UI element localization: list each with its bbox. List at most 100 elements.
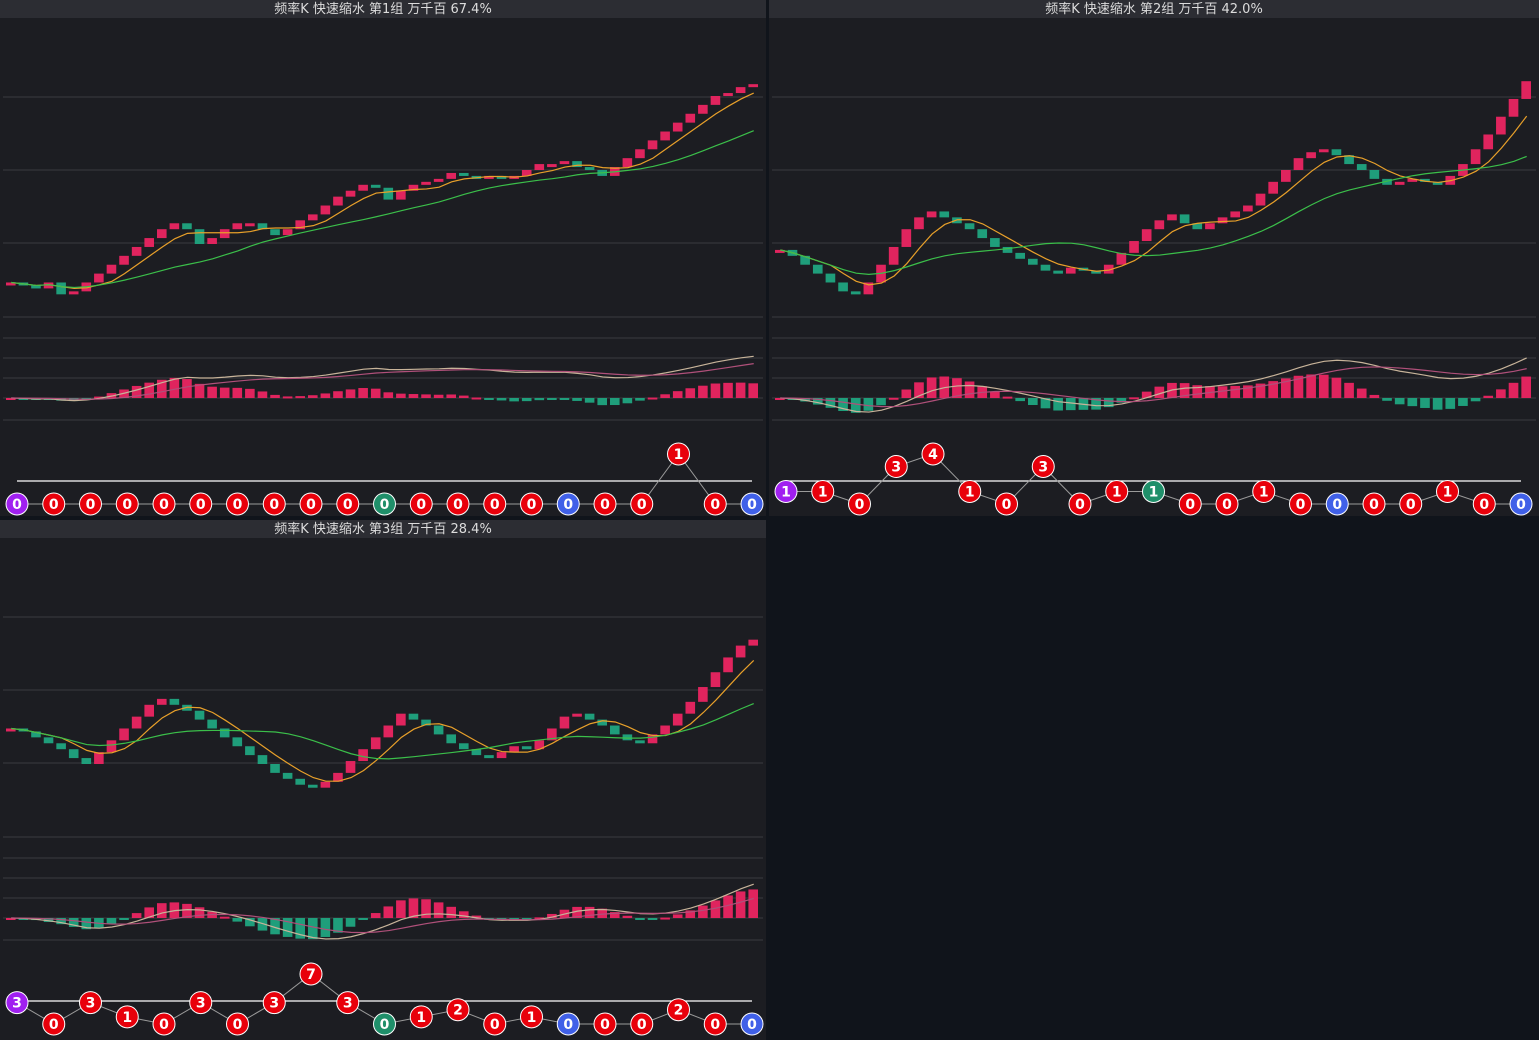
count-marker (740, 492, 764, 516)
candle (496, 752, 507, 759)
macd-bar (383, 906, 394, 918)
macd-bar (1496, 389, 1506, 398)
macd-bar (446, 394, 456, 398)
candle (169, 698, 180, 705)
candle (672, 122, 683, 132)
count-label: 1 (1112, 485, 1122, 501)
candle (68, 749, 79, 759)
macd-bar (1091, 398, 1101, 410)
candle (1116, 252, 1127, 265)
candle (1255, 193, 1266, 206)
candle (1091, 270, 1101, 274)
candle (358, 184, 368, 191)
macd-bar (459, 911, 469, 918)
macd-bar (748, 889, 758, 918)
macd-bar (270, 394, 280, 398)
candle (68, 291, 79, 295)
candle (194, 229, 205, 244)
candle (597, 719, 607, 726)
count-label: 0 (1075, 497, 1085, 513)
count-marker (336, 991, 360, 1015)
count-label: 0 (416, 497, 426, 513)
count-label: 0 (159, 1017, 169, 1033)
candle (308, 784, 318, 788)
title-bar (0, 0, 766, 18)
macd-bar (408, 898, 419, 918)
macd-bar (282, 396, 293, 399)
macd-bar (433, 902, 444, 918)
candle (1369, 170, 1380, 179)
count-label: 3 (343, 996, 353, 1012)
count-label: 1 (416, 1010, 426, 1026)
candle (207, 238, 217, 244)
macd-bar (219, 916, 230, 919)
count-label: 2 (453, 1003, 463, 1019)
candle (345, 761, 356, 773)
count-marker (262, 991, 286, 1015)
candle (685, 113, 696, 123)
macd-bar (106, 918, 117, 924)
candle (723, 657, 733, 673)
candle (345, 190, 356, 197)
macd-bar (1331, 377, 1342, 398)
count-label: 0 (600, 497, 610, 513)
count-label: 1 (781, 485, 791, 501)
candle (433, 178, 444, 182)
macd-bar (6, 918, 16, 920)
panel (0, 520, 766, 1040)
macd-bar (964, 381, 975, 398)
macd-dif (780, 357, 1527, 413)
candle (383, 187, 394, 200)
candle (119, 728, 129, 741)
candle (43, 737, 54, 744)
macd-bar (1154, 386, 1165, 398)
candle (748, 84, 758, 88)
candle (106, 740, 117, 753)
count-marker (1215, 492, 1239, 516)
macd-bar (18, 918, 29, 920)
macd-dea (11, 897, 754, 934)
macd-bar (308, 918, 318, 940)
macd-dea (11, 363, 754, 400)
macd-bar (521, 918, 532, 920)
candle (232, 223, 243, 230)
candle (459, 743, 469, 750)
count-marker (483, 492, 507, 516)
macd-bar (396, 393, 406, 398)
count-label: 1 (122, 1010, 132, 1026)
count-marker (556, 1012, 580, 1036)
ma-long (780, 155, 1527, 275)
candle (182, 223, 192, 230)
candle (257, 223, 268, 230)
candle (1243, 205, 1253, 212)
macd-bar (1103, 398, 1114, 408)
macd-bar (685, 910, 696, 918)
candle (270, 764, 280, 773)
macd-bar (1065, 398, 1076, 411)
candle (838, 282, 848, 292)
macd-bar (559, 398, 570, 400)
count-marker (1289, 492, 1312, 516)
count-marker (667, 442, 690, 466)
candle (775, 249, 785, 253)
candle (131, 716, 142, 729)
candle (1154, 220, 1165, 230)
candle (295, 220, 305, 230)
count-marker (1031, 455, 1055, 478)
candle (1205, 223, 1215, 230)
candle (1394, 181, 1405, 185)
candle (295, 778, 305, 785)
count-marker (1325, 492, 1349, 516)
macd-bar (157, 903, 167, 918)
macd-bar (888, 397, 899, 400)
macd-bar (735, 382, 746, 398)
macd-bar (1230, 385, 1241, 398)
macd-bar (1243, 385, 1253, 398)
count-marker (79, 991, 102, 1015)
macd-bar (1293, 375, 1304, 398)
macd-bar (232, 387, 243, 398)
count-label: 0 (49, 497, 59, 513)
macd-bar (521, 398, 532, 402)
macd-bar (775, 398, 785, 400)
macd-bar (647, 918, 658, 920)
